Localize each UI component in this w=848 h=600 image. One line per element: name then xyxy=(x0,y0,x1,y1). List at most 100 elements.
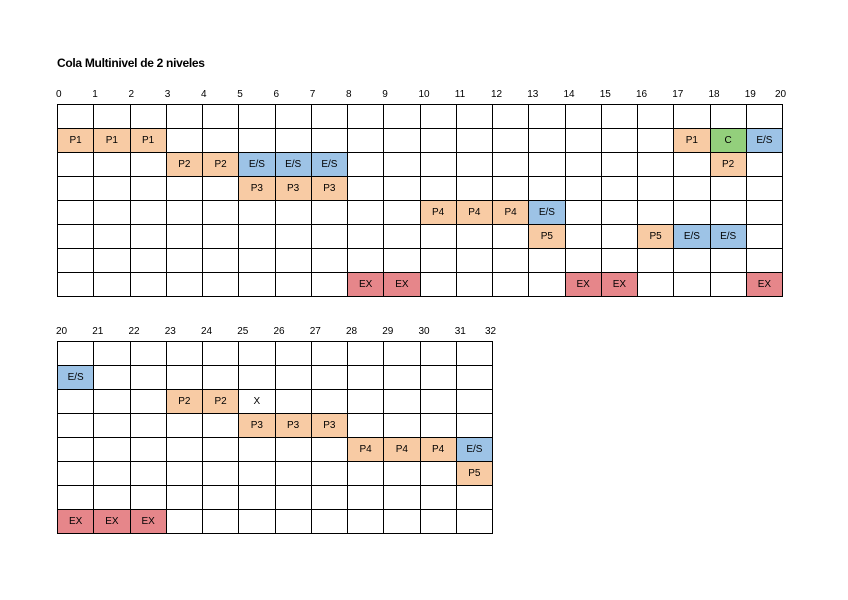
grid-cell xyxy=(492,224,530,249)
grid-cell xyxy=(202,509,240,534)
grid-cell: EX xyxy=(383,272,421,297)
grid-cell xyxy=(202,272,240,297)
grid-cell xyxy=(238,104,276,129)
grid-cell xyxy=(492,176,530,201)
grid-cell xyxy=(455,413,493,438)
grid-cell xyxy=(202,365,240,390)
grid-cell xyxy=(274,389,312,414)
grid-cell xyxy=(57,248,95,273)
grid-cell xyxy=(455,104,493,129)
grid-cell xyxy=(93,224,131,249)
grid-cell xyxy=(347,389,385,414)
grid-cell xyxy=(310,128,348,153)
grid-cell xyxy=(455,272,493,297)
grid-cell: P2 xyxy=(202,389,240,414)
grid-cell xyxy=(165,272,203,297)
time-label: 17 xyxy=(672,89,684,100)
grid-cell xyxy=(419,224,457,249)
grid-cell xyxy=(564,176,602,201)
grid-cell: P1 xyxy=(129,128,167,153)
time-label: 23 xyxy=(164,326,176,337)
grid-cell xyxy=(745,248,783,273)
grid-cell xyxy=(202,413,240,438)
grid-cell xyxy=(274,365,312,390)
time-label: 3 xyxy=(164,89,171,100)
grid-cell xyxy=(347,485,385,510)
grid-cell xyxy=(93,413,131,438)
grid-cell: E/S xyxy=(709,224,747,249)
grid-cell xyxy=(274,104,312,129)
grid-cell xyxy=(383,128,421,153)
grid-cell xyxy=(310,365,348,390)
grid-cell xyxy=(419,341,457,366)
time-label: 20 xyxy=(775,89,787,100)
grid-cell xyxy=(383,248,421,273)
grid-cell: EX xyxy=(129,509,167,534)
grid-cell xyxy=(93,389,131,414)
grid-cell xyxy=(57,104,95,129)
grid-cell: EX xyxy=(564,272,602,297)
grid-cell xyxy=(274,437,312,462)
time-label: 11 xyxy=(454,89,466,100)
grid-cell xyxy=(238,341,276,366)
grid-cell: P2 xyxy=(202,152,240,177)
time-label: 31 xyxy=(454,326,466,337)
title: Cola Multinivel de 2 niveles xyxy=(57,56,205,70)
time-label: 19 xyxy=(744,89,756,100)
grid-cell xyxy=(383,152,421,177)
grid-cell xyxy=(564,248,602,273)
grid-cell: X xyxy=(238,389,276,414)
grid-cell xyxy=(165,413,203,438)
grid-cell: P3 xyxy=(310,413,348,438)
grid-cell xyxy=(419,485,457,510)
grid-cell xyxy=(709,176,747,201)
grid-cell xyxy=(93,485,131,510)
grid-cell xyxy=(637,272,675,297)
grid-cell xyxy=(528,128,566,153)
grid-cell: E/S xyxy=(745,128,783,153)
grid-cell: P4 xyxy=(419,437,457,462)
grid-cell xyxy=(709,200,747,225)
grid-cell xyxy=(274,248,312,273)
grid-cell: P1 xyxy=(57,128,95,153)
grid-cell xyxy=(383,365,421,390)
grid-cell xyxy=(57,152,95,177)
grid-cell xyxy=(492,248,530,273)
grid-cell: P3 xyxy=(310,176,348,201)
grid-cell xyxy=(564,224,602,249)
grid-cell: E/S xyxy=(455,437,493,462)
grid-cell xyxy=(57,389,95,414)
grid-cell xyxy=(745,200,783,225)
grid-cell xyxy=(93,152,131,177)
grid-cell xyxy=(600,176,638,201)
grid-cell xyxy=(129,200,167,225)
grid-cell xyxy=(455,224,493,249)
grid-cell xyxy=(419,152,457,177)
grid-cell xyxy=(383,509,421,534)
grid-cell xyxy=(564,152,602,177)
grid-cell xyxy=(274,224,312,249)
grid-cell: P5 xyxy=(528,224,566,249)
time-label: 2 xyxy=(128,89,135,100)
grid-cell xyxy=(455,485,493,510)
grid-cell xyxy=(347,248,385,273)
grid-cell xyxy=(165,224,203,249)
grid-cell xyxy=(274,461,312,486)
grid-cell xyxy=(709,104,747,129)
grid-cell xyxy=(347,413,385,438)
grid-cell xyxy=(57,485,95,510)
grid-cell xyxy=(165,461,203,486)
grid-cell: P4 xyxy=(347,437,385,462)
time-label: 6 xyxy=(273,89,280,100)
grid-cell xyxy=(93,200,131,225)
grid-cell: P2 xyxy=(165,389,203,414)
grid-cell xyxy=(274,341,312,366)
grid-cell: P4 xyxy=(492,200,530,225)
grid-cell xyxy=(202,341,240,366)
grid-cell: P5 xyxy=(455,461,493,486)
grid-cell xyxy=(165,341,203,366)
grid-cell xyxy=(383,461,421,486)
grid-cell xyxy=(57,200,95,225)
grid-cell xyxy=(93,248,131,273)
